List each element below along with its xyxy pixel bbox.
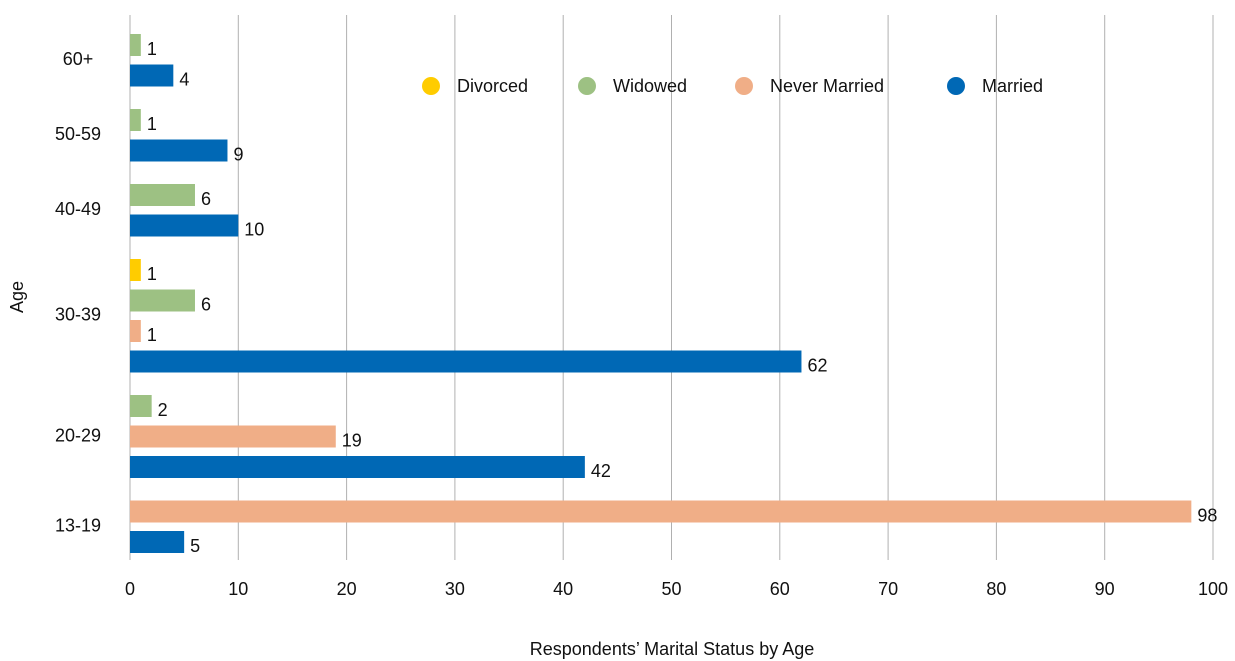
data-label: 9 <box>233 144 243 164</box>
legend-label: Widowed <box>613 76 687 96</box>
legend-marker <box>947 77 965 95</box>
data-label: 62 <box>807 355 827 375</box>
bar <box>130 34 141 56</box>
bar <box>130 500 1192 523</box>
data-label: 6 <box>201 189 211 209</box>
bar <box>130 425 336 448</box>
x-tick-label: 70 <box>878 579 898 599</box>
bar <box>130 259 141 281</box>
bar <box>130 184 195 206</box>
bar <box>130 456 585 478</box>
data-label: 1 <box>147 114 157 134</box>
bar <box>130 350 802 373</box>
x-tick-label: 60 <box>770 579 790 599</box>
y-tick-label: 40-49 <box>55 199 101 219</box>
legend-marker <box>735 77 753 95</box>
legend-label: Married <box>982 76 1043 96</box>
x-tick-label: 40 <box>553 579 573 599</box>
y-tick-label: 20-29 <box>55 425 101 445</box>
x-tick-label: 30 <box>445 579 465 599</box>
data-label: 1 <box>147 39 157 59</box>
bar <box>130 395 152 417</box>
bar <box>130 531 185 553</box>
data-label: 42 <box>591 461 611 481</box>
y-axis-label: Age <box>7 281 27 313</box>
x-tick-label: 100 <box>1198 579 1228 599</box>
data-label: 5 <box>190 536 200 556</box>
y-tick-label: 60+ <box>63 49 94 69</box>
x-tick-label: 80 <box>986 579 1006 599</box>
bar <box>130 214 239 237</box>
bar <box>130 320 141 342</box>
data-label: 19 <box>342 430 362 450</box>
chart-title: Respondents’ Marital Status by Age <box>530 639 815 659</box>
bar <box>130 64 174 87</box>
data-label: 1 <box>147 264 157 284</box>
x-tick-label: 90 <box>1095 579 1115 599</box>
x-tick-label: 20 <box>337 579 357 599</box>
data-label: 6 <box>201 294 211 314</box>
y-tick-label: 30-39 <box>55 305 101 325</box>
x-tick-label: 0 <box>125 579 135 599</box>
legend-marker <box>578 77 596 95</box>
data-label: 2 <box>158 400 168 420</box>
legend-label: Divorced <box>457 76 528 96</box>
legend-label: Never Married <box>770 76 884 96</box>
x-tick-label: 50 <box>661 579 681 599</box>
data-label: 10 <box>244 219 264 239</box>
bar <box>130 139 228 162</box>
data-label: 1 <box>147 325 157 345</box>
bar <box>130 109 141 131</box>
bar <box>130 289 195 312</box>
y-tick-label: 50-59 <box>55 124 101 144</box>
data-label: 98 <box>1197 505 1217 525</box>
legend-marker <box>422 77 440 95</box>
y-tick-label: 13-19 <box>55 516 101 536</box>
data-label: 4 <box>179 69 189 89</box>
x-tick-label: 10 <box>228 579 248 599</box>
